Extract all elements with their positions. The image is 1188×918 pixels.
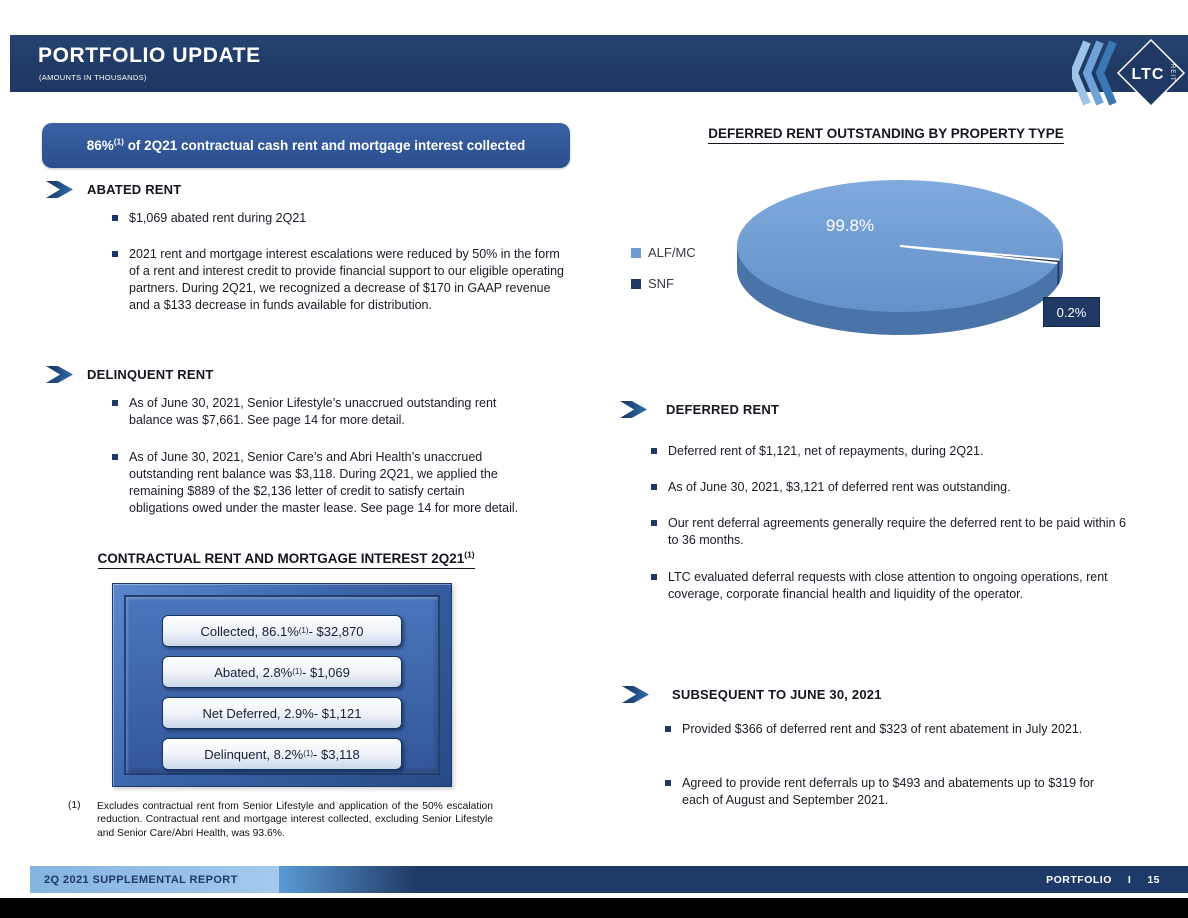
bottom-black-strip [0, 898, 1188, 918]
list-item: $1,069 abated rent during 2Q21 [112, 210, 552, 227]
contractual-rent-chart-heading: CONTRACTUAL RENT AND MORTGAGE INTEREST 2… [40, 550, 532, 569]
bullet-text: Deferred rent of $1,121, net of repaymen… [668, 444, 984, 458]
list-item: Our rent deferral agreements generally r… [651, 515, 1129, 549]
pie-chart [712, 166, 1088, 366]
pie-label-snf: 0.2% [1043, 297, 1100, 327]
legend-item-snf: SNF [631, 276, 674, 291]
footer-right-segment: PORTFOLIO I 15 [419, 866, 1188, 893]
logo-reit-text: REIT [1169, 64, 1175, 82]
list-item: Provided $366 of deferred rent and $323 … [665, 721, 1085, 738]
list-item: 2021 rent and mortgage interest escalati… [112, 246, 567, 314]
bullet-text: As of June 30, 2021, Senior Care’s and A… [129, 450, 519, 515]
bullet-text: Provided $366 of deferred rent and $323 … [682, 722, 1083, 736]
section-arrow-icon [622, 686, 649, 703]
bullet-marker-icon [665, 780, 671, 786]
bullet-text: LTC evaluated deferral requests with clo… [668, 570, 1108, 601]
bullet-text: As of June 30, 2021, $3,121 of deferred … [668, 480, 1011, 494]
bullet-marker-icon [112, 400, 118, 406]
footnote-marker: (1) [68, 800, 81, 811]
subsequent-heading: SUBSEQUENT TO JUNE 30, 2021 [672, 687, 882, 702]
list-item: Agreed to provide rent deferrals up to $… [665, 775, 1117, 809]
list-item: LTC evaluated deferral requests with clo… [651, 569, 1116, 603]
chart-bar-delinquent: Delinquent, 8.2% (1) - $3,118 [162, 738, 402, 770]
collected-rent-banner: 86%(1) of 2Q21 contractual cash rent and… [42, 123, 570, 168]
bullet-marker-icon [651, 520, 657, 526]
legend-swatch-snf-icon [631, 278, 641, 289]
bullet-text: Agreed to provide rent deferrals up to $… [682, 776, 1095, 807]
bullet-marker-icon [112, 251, 118, 257]
page-title: PORTFOLIO UPDATE [38, 44, 261, 67]
delinquent-rent-heading: DELINQUENT RENT [87, 367, 214, 382]
footer-left-segment: 2Q 2021 SUPPLEMENTAL REPORT [30, 866, 279, 893]
bullet-marker-icon [112, 454, 118, 460]
abated-rent-heading: ABATED RENT [87, 182, 182, 197]
bullet-text: 2021 rent and mortgage interest escalati… [129, 247, 564, 312]
page-subtitle: (AMOUNTS IN THOUSANDS) [39, 73, 147, 82]
chart-bar-net-deferred: Net Deferred, 2.9% - $1,121 [162, 697, 402, 729]
section-arrow-icon [620, 401, 647, 418]
footer-gradient-segment [279, 866, 419, 893]
ltc-reit-logo-icon: LTC REIT [1072, 38, 1186, 108]
legend-swatch-alfmc-icon [631, 247, 641, 258]
footer-separator: I [1127, 873, 1132, 886]
legend-label: ALF/MC [648, 245, 696, 260]
footnote-text: Excludes contractual rent from Senior Li… [97, 801, 493, 839]
banner-text: 86%(1) of 2Q21 contractual cash rent and… [86, 136, 526, 153]
bullet-marker-icon [112, 215, 118, 221]
list-item: Deferred rent of $1,121, net of repaymen… [651, 443, 1121, 460]
logo-ltc-text: LTC [1132, 66, 1165, 83]
pie-chart-heading: DEFERRED RENT OUTSTANDING BY PROPERTY TY… [640, 126, 1132, 144]
bullet-text: Our rent deferral agreements generally r… [668, 516, 1126, 547]
list-item: As of June 30, 2021, $3,121 of deferred … [651, 479, 1121, 496]
chart-bar-collected: Collected, 86.1% (1) - $32,870 [162, 615, 402, 647]
footer-page-number: 15 [1147, 873, 1160, 886]
section-arrow-icon [46, 366, 73, 383]
footer-section-label: PORTFOLIO [1046, 873, 1112, 886]
deferred-rent-heading: DEFERRED RENT [666, 402, 780, 417]
header-bar: PORTFOLIO UPDATE (AMOUNTS IN THOUSANDS) [10, 35, 1188, 92]
footer-report-title: 2Q 2021 SUPPLEMENTAL REPORT [44, 873, 238, 886]
bullet-marker-icon [651, 448, 657, 454]
bullet-marker-icon [651, 574, 657, 580]
contractual-rent-chart: Collected, 86.1% (1) - $32,870 Abated, 2.… [112, 583, 452, 787]
chart-bar-abated: Abated, 2.8% (1) - $1,069 [162, 656, 402, 688]
legend-label: SNF [648, 276, 674, 291]
bullet-marker-icon [651, 484, 657, 490]
pie-label-alfmc: 99.8% [825, 216, 875, 235]
section-arrow-icon [46, 181, 73, 198]
list-item: As of June 30, 2021, Senior Lifestyle’s … [112, 395, 517, 429]
list-item: As of June 30, 2021, Senior Care’s and A… [112, 449, 526, 517]
bullet-marker-icon [665, 726, 671, 732]
bullet-text: As of June 30, 2021, Senior Lifestyle’s … [129, 396, 497, 427]
bullet-text: $1,069 abated rent during 2Q21 [129, 211, 307, 225]
pie-chart-svg [737, 180, 1063, 335]
legend-item-alfmc: ALF/MC [631, 245, 696, 260]
footer-bar: 2Q 2021 SUPPLEMENTAL REPORT PORTFOLIO I … [30, 866, 1188, 893]
